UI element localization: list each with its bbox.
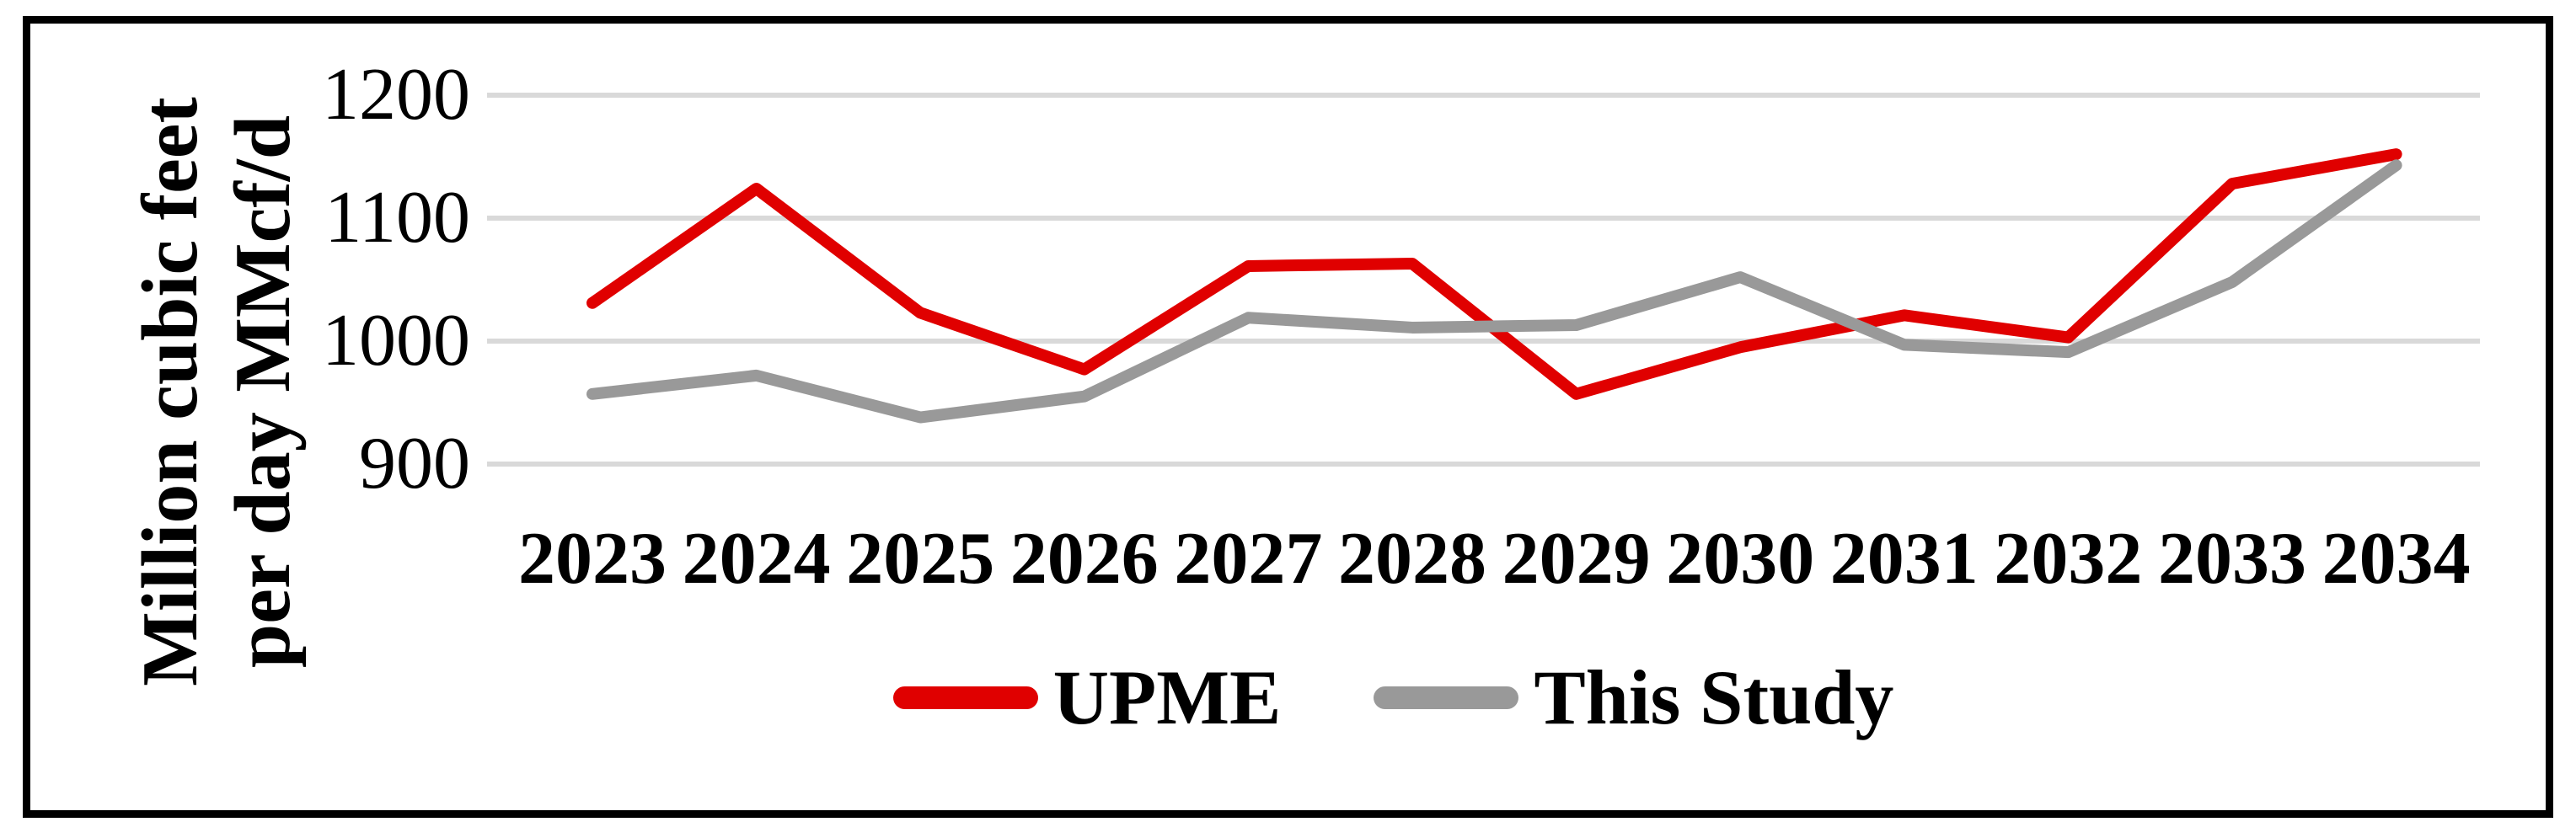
x-axis-tick-label: 2033 (2158, 518, 2306, 600)
upme-line-swatch (892, 686, 1038, 709)
this-study-legend-label: This Study (1534, 654, 1894, 740)
x-axis-tick-label: 2034 (2322, 518, 2471, 600)
legend: UPME This Study (211, 659, 2576, 736)
legend-item-this-study: This Study (1374, 659, 1893, 736)
y-axis-tick-label: 900 (359, 423, 470, 504)
x-axis-tick-label: 2025 (846, 518, 995, 600)
x-axis-tick-label: 2030 (1666, 518, 1815, 600)
x-axis-tick-label: 2029 (1502, 518, 1651, 600)
x-axis-tick-label: 2023 (518, 518, 667, 600)
x-axis-tick-label: 2032 (1994, 518, 2143, 600)
x-axis-tick-label: 2031 (1829, 518, 1979, 600)
y-axis-tick-label: 1100 (324, 177, 470, 259)
upme-legend-label: UPME (1052, 654, 1282, 740)
x-axis-tick-label: 2027 (1174, 518, 1323, 600)
x-axis-tick-label: 2026 (1010, 518, 1159, 600)
x-axis-tick-label: 2024 (682, 518, 831, 600)
legend-item-upme: UPME (892, 654, 1282, 740)
this-study-line-swatch (1374, 686, 1519, 709)
figure-frame (23, 16, 2553, 818)
y-axis-tick-label: 1200 (322, 54, 470, 136)
series-line-this-study (586, 159, 2402, 424)
y-axis-tick-label: 1000 (322, 300, 470, 382)
series-line-upme (586, 148, 2402, 400)
x-axis-tick-label: 2028 (1338, 518, 1486, 600)
